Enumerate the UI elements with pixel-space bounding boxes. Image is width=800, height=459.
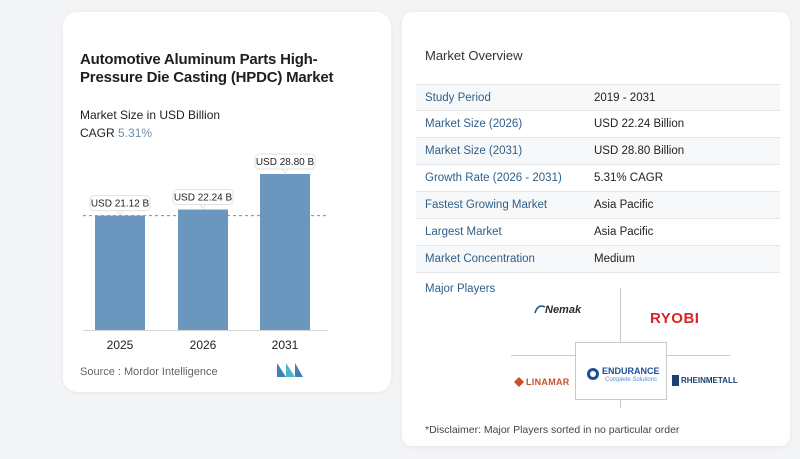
- overview-row: Study Period 2019 - 2031: [416, 84, 780, 111]
- overview-key: Market Size (2026): [425, 118, 523, 130]
- overview-row: Market Concentration Medium: [416, 246, 780, 273]
- mordor-logo-icon: [277, 363, 303, 377]
- cagr-line: CAGR 5.31%: [80, 126, 152, 140]
- x-tick-label: 2031: [272, 338, 299, 352]
- overview-row: Market Size (2031) USD 28.80 Billion: [416, 138, 780, 165]
- chart-title: Automotive Aluminum Parts High-Pressure …: [80, 51, 334, 86]
- bar: [178, 209, 228, 330]
- overview-value: 5.31% CAGR: [594, 172, 664, 184]
- overview-key: Market Size (2031): [425, 145, 523, 157]
- overview-value: Medium: [594, 253, 635, 265]
- cagr-value: 5.31%: [118, 126, 153, 140]
- divider: [620, 400, 621, 408]
- overview-row: Fastest Growing Market Asia Pacific: [416, 192, 780, 219]
- overview-value: Asia Pacific: [594, 199, 654, 211]
- data-label-pointer: [116, 210, 124, 216]
- x-tick-label: 2026: [190, 338, 217, 352]
- endurance-logo: ENDURANCE Complete Solutions: [586, 364, 660, 386]
- overview-key: Largest Market: [425, 226, 502, 238]
- endurance-tagline: Complete Solutions: [605, 377, 658, 383]
- overview-key: Market Concentration: [425, 253, 535, 265]
- bar: [95, 215, 145, 330]
- overview-value: Asia Pacific: [594, 226, 654, 238]
- bar: [260, 174, 310, 330]
- divider: [667, 355, 730, 356]
- x-tick-label: 2025: [107, 338, 134, 352]
- divider: [511, 355, 575, 356]
- overview-key: Growth Rate (2026 - 2031): [425, 172, 562, 184]
- chart-subtitle: Market Size in USD Billion: [80, 108, 221, 122]
- overview-key: Study Period: [425, 91, 491, 104]
- linamar-text: LINAMAR: [526, 377, 570, 387]
- divider: [620, 288, 621, 342]
- source-text: Source : Mordor Intelligence: [80, 366, 218, 378]
- data-label: USD 28.80 B: [256, 157, 315, 168]
- cagr-label: CAGR: [80, 126, 115, 140]
- players-title: Major Players: [425, 283, 496, 295]
- endurance-emblem-icon: [587, 368, 599, 380]
- data-label-pointer: [281, 168, 289, 174]
- linamar-diamond-icon: [514, 377, 524, 387]
- overview-value: USD 28.80 Billion: [594, 145, 685, 157]
- ryobi-logo: RYOBI: [650, 310, 700, 327]
- overview-value: 2019 - 2031: [594, 91, 656, 104]
- overview-row: Largest Market Asia Pacific: [416, 219, 780, 246]
- disclaimer: *Disclaimer: Major Players sorted in no …: [425, 424, 680, 436]
- data-label: USD 21.12 B: [91, 199, 150, 210]
- overview-key: Fastest Growing Market: [425, 199, 548, 211]
- overview-table: Study Period 2019 - 2031 Market Size (2026…: [416, 84, 780, 273]
- rheinmetall-text: RHEINMETALL: [681, 376, 738, 385]
- data-label: USD 22.24 B: [174, 193, 233, 204]
- overview-title: Market Overview: [425, 48, 523, 63]
- endurance-text: ENDURANCE: [602, 366, 660, 376]
- overview-row: Market Size (2026) USD 22.24 Billion: [416, 111, 780, 138]
- bar-chart: USD 21.12 B 2025 USD 22.24 B 2026 USD 28.80 …: [83, 153, 328, 352]
- nemak-swoosh-icon: [534, 305, 546, 314]
- overview-row: Growth Rate (2026 - 2031) 5.31% CAGR: [416, 165, 780, 192]
- rheinmetall-icon: [672, 375, 679, 386]
- data-label-pointer: [199, 204, 207, 210]
- nemak-text: Nemak: [545, 304, 582, 316]
- overview-value: USD 22.24 Billion: [594, 118, 685, 130]
